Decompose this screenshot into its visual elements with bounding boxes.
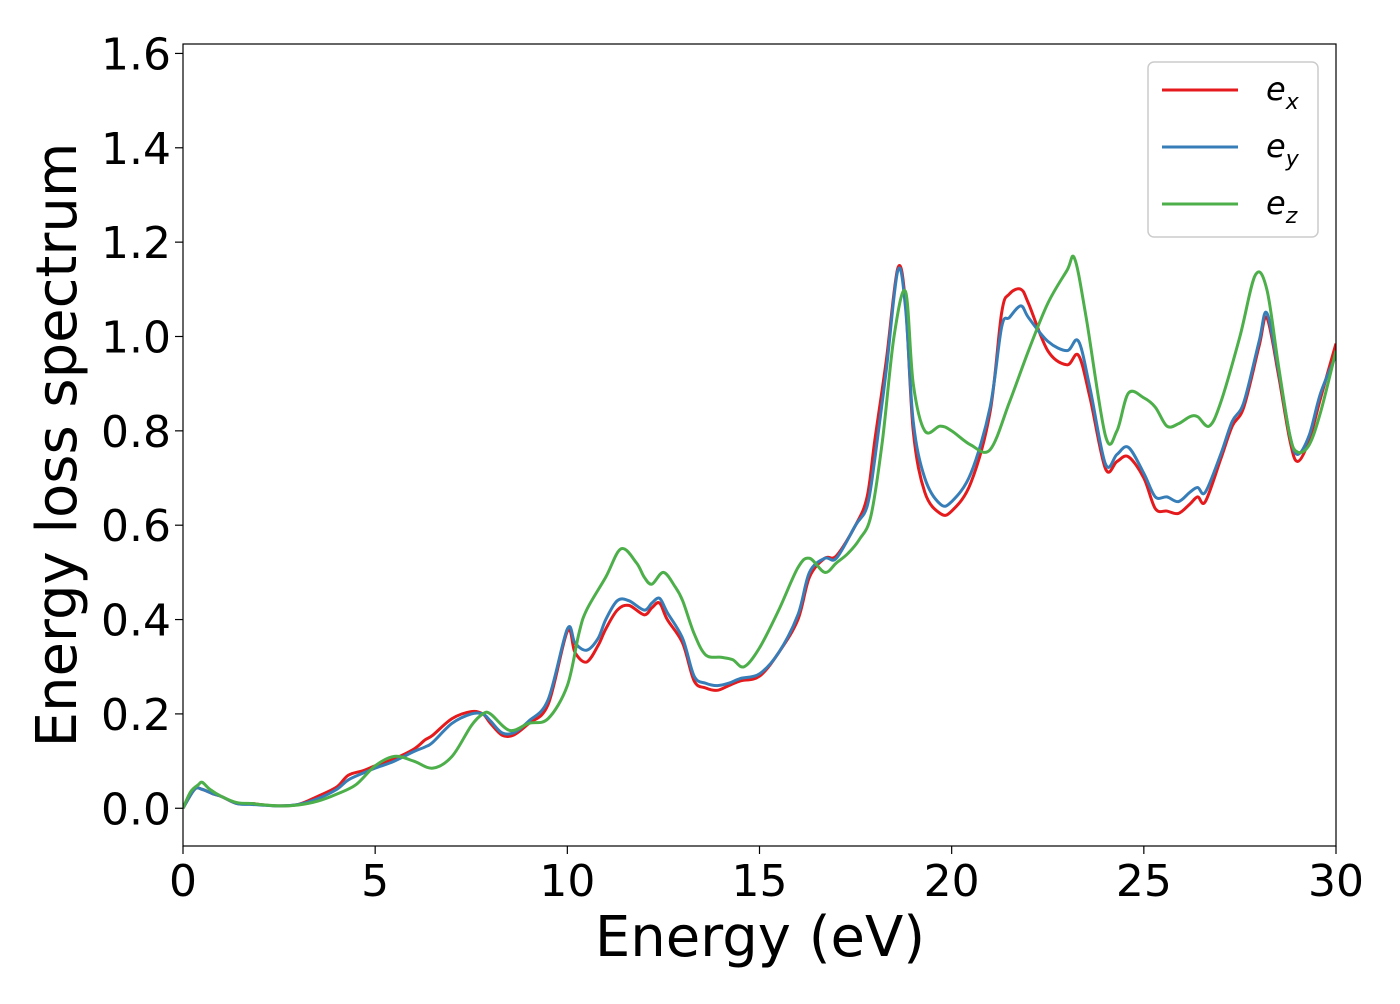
y-tick-label: 1.2 (101, 218, 171, 269)
y-tick-label: 0.8 (101, 407, 171, 458)
legend-label-z: ez (1266, 184, 1298, 229)
y-tick-label: 0.2 (101, 690, 171, 741)
legend-label-y: ey (1266, 127, 1300, 172)
x-tick-label: 0 (169, 856, 197, 907)
series-line-x (183, 264, 1336, 810)
x-tick-label: 30 (1308, 856, 1364, 907)
series-line-y (183, 266, 1336, 810)
series-line-z (183, 254, 1336, 809)
y-tick-label: 0.0 (101, 784, 171, 835)
y-axis-title: Energy loss spectrum (25, 143, 90, 748)
series-group (183, 254, 1336, 810)
y-tick-label: 0.4 (101, 596, 171, 647)
legend: ex ey ez (1147, 61, 1319, 238)
axes: 0 5 10 15 20 25 30 0.0 0.2 0.4 0.6 0.8 1.0 1.2 1.4 1.6 (101, 29, 1364, 907)
x-tick-label: 5 (361, 856, 389, 907)
legend-box (1147, 61, 1319, 238)
plot-area (183, 254, 1336, 810)
x-tick-label: 15 (732, 856, 788, 907)
x-tick-label: 10 (539, 856, 595, 907)
y-tick-label: 1.0 (101, 312, 171, 363)
y-tick-label: 1.6 (101, 29, 171, 80)
y-tick-label: 0.6 (101, 501, 171, 552)
y-tick-label: 1.4 (101, 124, 171, 175)
x-tick-label: 20 (924, 856, 980, 907)
legend-label-x: ex (1266, 70, 1300, 115)
x-axis-title: Energy (eV) (595, 905, 925, 970)
x-tick-label: 25 (1116, 856, 1172, 907)
